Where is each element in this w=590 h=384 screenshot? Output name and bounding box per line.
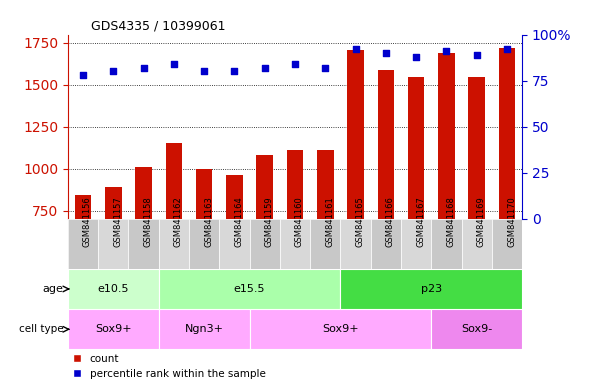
Text: GSM841168: GSM841168 xyxy=(447,196,455,247)
Bar xyxy=(280,35,310,219)
Bar xyxy=(159,219,189,269)
Bar xyxy=(287,150,303,219)
Text: p23: p23 xyxy=(421,284,442,294)
Bar xyxy=(371,35,401,219)
Bar xyxy=(401,35,431,219)
Bar xyxy=(159,309,250,349)
Text: Ngn3+: Ngn3+ xyxy=(185,324,224,334)
Point xyxy=(411,54,421,60)
Bar xyxy=(250,35,280,219)
Text: GSM841169: GSM841169 xyxy=(477,196,486,247)
Bar xyxy=(408,77,424,219)
Bar xyxy=(310,35,340,219)
Text: GSM841158: GSM841158 xyxy=(143,196,153,247)
Text: Sox9+: Sox9+ xyxy=(95,324,132,334)
Bar xyxy=(219,35,250,219)
Bar xyxy=(68,35,98,219)
Bar xyxy=(159,35,189,219)
Bar xyxy=(401,219,431,269)
Bar xyxy=(317,150,333,219)
Point xyxy=(199,68,209,74)
Text: GSM841159: GSM841159 xyxy=(265,196,274,247)
Bar xyxy=(468,77,485,219)
Text: Sox9+: Sox9+ xyxy=(322,324,359,334)
Point xyxy=(351,46,360,52)
Bar xyxy=(257,155,273,219)
Text: GSM841162: GSM841162 xyxy=(174,196,183,247)
Bar xyxy=(431,309,522,349)
Text: e10.5: e10.5 xyxy=(97,284,129,294)
Bar xyxy=(98,35,129,219)
Text: cell type: cell type xyxy=(19,324,63,334)
Point xyxy=(260,65,270,71)
Bar xyxy=(159,269,340,309)
Bar xyxy=(340,219,371,269)
Bar xyxy=(280,219,310,269)
Point xyxy=(78,72,88,78)
Bar xyxy=(499,48,515,219)
Bar xyxy=(492,35,522,219)
Bar xyxy=(68,219,98,269)
Point xyxy=(442,48,451,54)
Bar xyxy=(371,219,401,269)
Bar xyxy=(438,53,455,219)
Bar xyxy=(340,35,371,219)
Point xyxy=(320,65,330,71)
Text: GSM841160: GSM841160 xyxy=(295,196,304,247)
Bar xyxy=(226,175,242,219)
Bar xyxy=(196,169,212,219)
Bar xyxy=(250,219,280,269)
Bar xyxy=(250,309,431,349)
Text: e15.5: e15.5 xyxy=(234,284,266,294)
Bar xyxy=(105,187,122,219)
Bar xyxy=(431,35,461,219)
Text: GSM841157: GSM841157 xyxy=(113,196,122,247)
Bar xyxy=(68,309,159,349)
Text: GSM841161: GSM841161 xyxy=(325,196,335,247)
Point xyxy=(230,68,239,74)
Bar xyxy=(340,269,522,309)
Bar xyxy=(461,35,492,219)
Bar xyxy=(310,219,340,269)
Bar xyxy=(98,219,129,269)
Text: GSM841166: GSM841166 xyxy=(386,196,395,247)
Bar xyxy=(189,219,219,269)
Legend: count, percentile rank within the sample: count, percentile rank within the sample xyxy=(73,354,266,379)
Bar xyxy=(219,219,250,269)
Text: GSM841164: GSM841164 xyxy=(234,196,244,247)
Bar xyxy=(378,70,394,219)
Point xyxy=(109,68,118,74)
Text: GSM841167: GSM841167 xyxy=(416,196,425,247)
Text: GSM841165: GSM841165 xyxy=(356,196,365,247)
Text: Sox9-: Sox9- xyxy=(461,324,492,334)
Text: GSM841156: GSM841156 xyxy=(83,196,92,247)
Bar xyxy=(492,219,522,269)
Text: GDS4335 / 10399061: GDS4335 / 10399061 xyxy=(91,19,225,32)
Bar xyxy=(68,269,159,309)
Text: GSM841170: GSM841170 xyxy=(507,196,516,247)
Bar xyxy=(461,219,492,269)
Bar xyxy=(348,50,364,219)
Bar xyxy=(129,35,159,219)
Bar xyxy=(135,167,152,219)
Bar xyxy=(431,219,461,269)
Point xyxy=(169,61,179,67)
Point xyxy=(502,46,512,52)
Bar xyxy=(75,195,91,219)
Text: GSM841163: GSM841163 xyxy=(204,196,213,247)
Text: age: age xyxy=(42,284,63,294)
Point xyxy=(472,52,481,58)
Bar xyxy=(189,35,219,219)
Bar xyxy=(129,219,159,269)
Point xyxy=(139,65,148,71)
Point xyxy=(381,50,391,56)
Bar xyxy=(166,144,182,219)
Point xyxy=(290,61,300,67)
